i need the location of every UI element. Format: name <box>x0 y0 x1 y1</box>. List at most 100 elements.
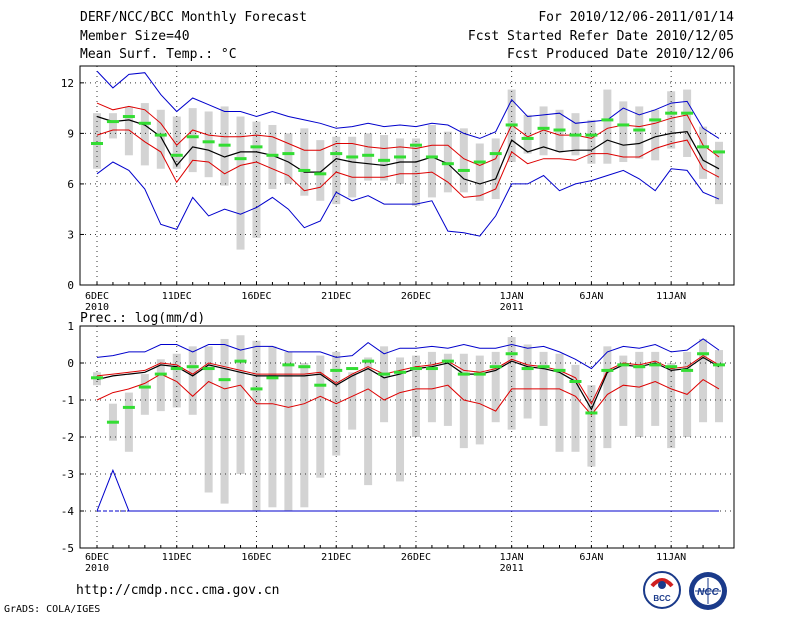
panel2-box-8 <box>204 346 213 493</box>
panel2-median-marker-11 <box>250 387 263 391</box>
panel2-median-marker-26 <box>489 365 502 369</box>
panel2-box-31 <box>571 364 580 452</box>
panel2-xtick-label: 11JAN <box>656 552 686 563</box>
panel2-median-marker-20 <box>394 370 407 374</box>
panel1-median-marker-34 <box>617 123 630 127</box>
panel1-median-marker-25 <box>473 160 486 164</box>
panel1-ytick-label: 9 <box>67 127 74 140</box>
panel2-median-marker-24 <box>457 372 470 376</box>
panel1-ytick-label: 0 <box>67 279 74 292</box>
fcst-started-date: Fcst Started Refer Date 2010/12/05 <box>467 29 734 44</box>
ncc-logo-icon: NCC <box>689 572 727 610</box>
panel1-ytick-label: 6 <box>67 178 74 191</box>
panel2-median-marker-2 <box>106 420 119 424</box>
panel1-median-marker-15 <box>314 172 327 176</box>
panel2-median-marker-34 <box>617 363 630 367</box>
panel1-box-7 <box>188 108 197 173</box>
panel1-box-4 <box>140 103 149 166</box>
panel2-series-upper <box>96 355 720 405</box>
panel2-median-marker-9 <box>218 378 231 382</box>
panel1-median-marker-32 <box>585 133 598 137</box>
panel1-frame <box>79 65 735 286</box>
panel1-box-23 <box>443 131 452 193</box>
panel2-box-26 <box>491 351 500 423</box>
panel2-median-marker-6 <box>170 367 183 371</box>
panel1-median-marker-19 <box>378 158 391 162</box>
panel1-median-marker-21 <box>409 143 422 147</box>
panel1-box-25 <box>475 143 484 201</box>
panel2-box-27 <box>507 337 516 430</box>
panel1-box-5 <box>156 109 165 169</box>
panel2-median-marker-16 <box>330 368 343 372</box>
forecast-period: For 2010/12/06-2011/01/14 <box>538 10 734 25</box>
panel1-box-1 <box>93 113 101 169</box>
panel1-median-marker-31 <box>569 133 582 137</box>
panel2-box-5 <box>156 359 165 412</box>
panel1-box-37 <box>667 91 676 149</box>
panel2-xtick-label: 11DEC <box>162 552 192 563</box>
panel2-median-marker-25 <box>473 372 486 376</box>
panel2-xtick-year: 2011 <box>500 563 524 574</box>
panel2-series-max <box>96 338 720 370</box>
panel2-median-marker-13 <box>282 363 295 367</box>
chart-title: DERF/NCC/BCC Monthly Forecast <box>80 10 307 25</box>
panel1-box-35 <box>635 106 644 159</box>
panel2-median-marker-15 <box>314 383 327 387</box>
grads-credit: GrADS: COLA/IGES <box>4 604 101 615</box>
panel1-box-12 <box>268 124 277 189</box>
panel1-median-marker-12 <box>266 153 279 157</box>
panel2-median-marker-21 <box>409 367 422 371</box>
panel2-median-marker-22 <box>425 367 438 371</box>
panel2-median-marker-37 <box>665 365 678 369</box>
panel2-xtick-label: 1JAN <box>500 552 524 563</box>
panel1-box-8 <box>204 111 213 178</box>
panel2-box-7 <box>188 346 197 415</box>
panel1-xtick-year: 2010 <box>85 302 109 313</box>
panel1-box-17 <box>348 136 357 198</box>
panel2-box-3 <box>124 392 133 452</box>
panel1-xtick-label: 6DEC <box>85 291 109 302</box>
panel1-median-marker-13 <box>282 152 295 156</box>
panel1-median-marker-6 <box>170 153 183 157</box>
panel2-median-marker-23 <box>441 359 454 363</box>
panel1-xtick-label: 11JAN <box>656 291 686 302</box>
panel1-box-14 <box>300 128 309 196</box>
panel1-median-marker-33 <box>601 118 614 122</box>
panel1-median-marker-27 <box>505 123 518 127</box>
panel2-median-marker-1 <box>91 376 103 380</box>
panel2-median-marker-19 <box>378 372 391 376</box>
panel1-median-marker-37 <box>665 111 678 115</box>
panel2-box-14 <box>300 363 309 508</box>
panel1-median-marker-14 <box>298 168 311 172</box>
panel1-box-19 <box>380 135 389 181</box>
panel2-median-marker-18 <box>362 359 375 363</box>
panel1-median-marker-29 <box>537 126 550 130</box>
panel1-box-20 <box>396 138 405 184</box>
panel2-xtick-label: 6JAN <box>579 552 603 563</box>
panel1-xtick-label: 26DEC <box>401 291 431 302</box>
panel1-box-13 <box>284 133 293 184</box>
source-url[interactable]: http://cmdp.ncc.cma.gov.cn <box>76 583 280 598</box>
panel2-box-40 <box>715 350 723 423</box>
panel1-xtick-label: 1JAN <box>500 291 524 302</box>
panel1-box-26 <box>491 138 500 200</box>
panel2-box-12 <box>268 346 277 508</box>
panel2-xtick-label: 16DEC <box>241 552 271 563</box>
panel2-series-mean <box>96 356 720 411</box>
panel2-series-min <box>96 468 719 512</box>
panel2-box-18 <box>364 357 373 486</box>
panel2-ytick-label: -3 <box>61 468 74 481</box>
panel1-median-marker-30 <box>553 128 566 132</box>
panel1-xtick-label: 16DEC <box>241 291 271 302</box>
panel2-ytick-label: -4 <box>61 505 75 518</box>
panel1-median-marker-5 <box>154 133 167 137</box>
panel1-median-marker-10 <box>234 157 247 161</box>
panel1-median-marker-28 <box>521 136 534 140</box>
panel2-median-marker-29 <box>537 365 550 369</box>
panel1-median-marker-8 <box>202 140 215 144</box>
panel1-box-18 <box>364 133 373 181</box>
panel1-median-marker-38 <box>681 111 694 115</box>
panel1-ytick-label: 3 <box>67 228 74 241</box>
panel1-median-marker-22 <box>425 155 438 159</box>
